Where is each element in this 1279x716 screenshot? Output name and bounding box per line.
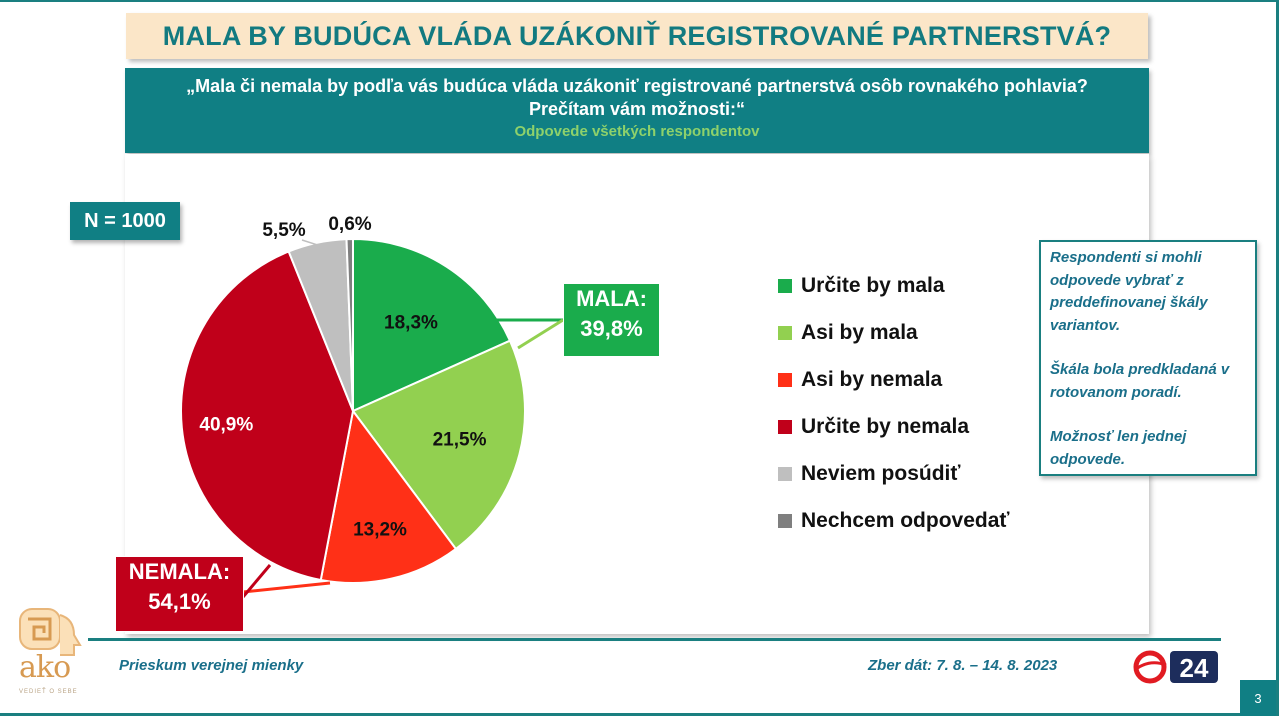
- legend-item: Asi by mala: [778, 309, 1009, 356]
- pie-slice-1: [351, 339, 526, 551]
- callout-nemala: NEMALA: 54,1%: [115, 556, 244, 632]
- note-paragraph-1: Respondenti si mohli odpovede vybrať z p…: [1050, 249, 1208, 334]
- legend-label: Asi by nemala: [801, 367, 943, 391]
- legend-label: Nechcem odpovedať: [801, 508, 1010, 532]
- leader-line: [242, 581, 331, 594]
- question-subtitle: Odpovede všetkých respondentov: [514, 123, 760, 140]
- methodology-note: Respondenti si mohli odpovede vybrať z p…: [1039, 240, 1257, 476]
- pie-label-3: 40,9%: [199, 414, 253, 435]
- legend-item: Nechcem odpovedať: [778, 497, 1009, 544]
- footer-divider: [88, 638, 1221, 641]
- leader-line: [241, 564, 272, 598]
- callout-mala-label: MALA:: [576, 286, 647, 311]
- note-paragraph-3: Možnosť len jednej odpovede.: [1050, 428, 1187, 468]
- legend-item: Asi by nemala: [778, 356, 1009, 403]
- sample-size-badge: N = 1000: [70, 202, 180, 240]
- callout-mala-value: 39,8%: [580, 316, 643, 341]
- legend-swatch: [778, 325, 792, 340]
- pie-label-2: 13,2%: [353, 519, 407, 540]
- callout-nemala-label: NEMALA:: [128, 559, 231, 584]
- frame-line-top: [0, 0, 1279, 2]
- legend-label: Asi by mala: [801, 320, 918, 344]
- pie-slice-3: [180, 250, 355, 582]
- leader-line: [517, 318, 564, 350]
- chart-legend: Určite by mala Asi by mala Asi by nemala Ur…: [778, 262, 1009, 544]
- callout-nemala-value: 54,1%: [148, 589, 211, 614]
- pie-slice-0: [352, 237, 512, 413]
- note-paragraph-2: Škála bola predkladaná v rotovanom porad…: [1050, 361, 1230, 401]
- legend-item: Určite by nemala: [778, 403, 1009, 450]
- legend-swatch: [778, 419, 792, 434]
- ako-logo-icon: [19, 608, 82, 656]
- leader-line: [301, 239, 318, 246]
- question-box: „Mala či nemala by podľa vás budúca vlád…: [125, 68, 1149, 153]
- callout-mala: MALA: 39,8%: [563, 283, 660, 357]
- ako-logo-tagline: VEDIEŤ O SEBE: [19, 689, 78, 695]
- legend-swatch: [778, 466, 792, 481]
- tv-channel-label: 24: [1180, 653, 1209, 683]
- question-line-1: „Mala či nemala by podľa vás budúca vlád…: [186, 76, 1088, 96]
- legend-label: Neviem posúdiť: [801, 461, 961, 485]
- pie-slice-5: [345, 237, 354, 412]
- pie-label-5: 0,6%: [328, 214, 371, 235]
- pie-slice-2: [319, 408, 458, 584]
- page-title: MALA BY BUDÚCA VLÁDA UZÁKONIŤ REGISTROVA…: [126, 13, 1148, 59]
- footer-survey-label: Prieskum verejnej mienky: [119, 657, 304, 674]
- ako-logo-name: ako: [19, 650, 71, 685]
- frame-line-bottom: [0, 713, 1279, 716]
- legend-swatch: [778, 278, 792, 293]
- page-number: 3: [1240, 680, 1276, 716]
- question-line-2: Prečítam vám možnosti:“: [528, 99, 746, 119]
- footer-collection-date: Zber dát: 7. 8. – 14. 8. 2023: [868, 657, 1058, 674]
- legend-label: Určite by nemala: [801, 414, 970, 438]
- legend-swatch: [778, 513, 792, 528]
- tv-channel-logo-icon: 24: [1133, 650, 1218, 684]
- legend-swatch: [778, 372, 792, 387]
- legend-item: Určite by mala: [778, 262, 1009, 309]
- frame-line-right: [1276, 0, 1279, 716]
- pie-label-4: 5,5%: [262, 220, 305, 241]
- pie-label-0: 18,3%: [384, 313, 438, 334]
- legend-label: Určite by mala: [801, 273, 945, 297]
- legend-item: Neviem posúdiť: [778, 450, 1009, 497]
- pie-label-1: 21,5%: [433, 430, 487, 451]
